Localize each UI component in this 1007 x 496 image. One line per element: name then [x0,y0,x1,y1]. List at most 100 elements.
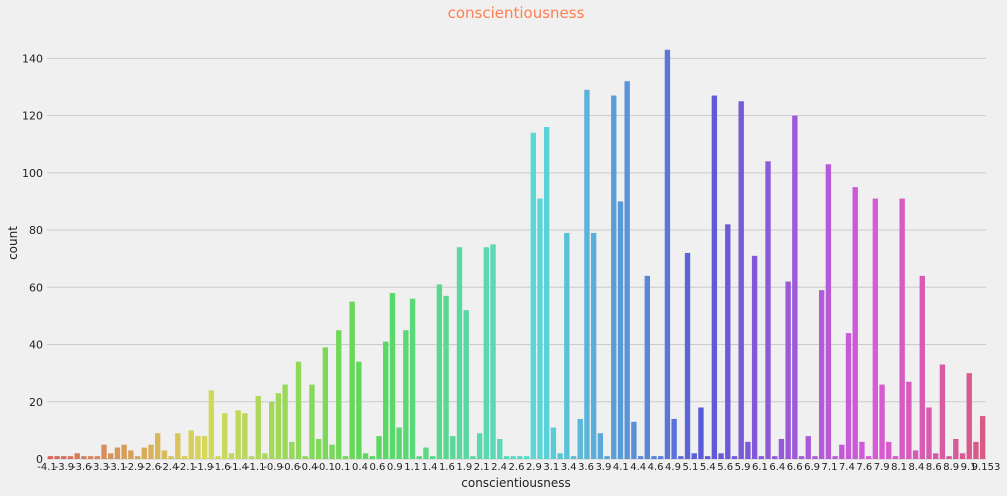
x-axis-label: conscientiousness [461,476,570,490]
x-tick-label: 3.4 [561,462,577,473]
x-tick-label: 2.1 [474,462,490,473]
x-tick-label: 4.1 [613,462,629,473]
x-tick-label: -0.6 [281,462,301,473]
x-tick-label: 5.1 [682,462,698,473]
bar [839,444,845,459]
x-tick-label: 7.1 [822,462,838,473]
x-tick-label: 8.9 [943,462,959,473]
x-tick-label: 1.6 [439,462,455,473]
bars [47,49,986,460]
x-tick-label: 8.4 [908,462,924,473]
bar [805,436,811,459]
bar [470,456,476,459]
x-tick-label: 7.4 [839,462,855,473]
bar [443,295,449,460]
bar [530,132,536,459]
bar [879,384,885,459]
x-tick-label: 4.9 [665,462,681,473]
bar [336,330,342,459]
bar [758,456,764,459]
bar [852,187,858,460]
bar [590,232,597,459]
bar [262,453,268,459]
bar [168,456,174,459]
bar [108,453,114,459]
bar [517,456,523,459]
bar [181,456,188,459]
bar [128,450,134,459]
x-tick-label: 2.4 [491,462,507,473]
bar [87,456,94,459]
bar [604,456,610,459]
x-tick-label: 5.4 [700,462,716,473]
x-tick-label: 8.6 [926,462,942,473]
bar [94,456,100,459]
bar [886,441,892,459]
bar [725,224,731,459]
bar [295,361,302,459]
x-tick-label: -3.3 [89,462,109,473]
bar [403,330,409,459]
bar [953,438,959,459]
bar [101,444,107,459]
x-tick-label: 0.9 [387,462,403,473]
bar [564,232,570,459]
x-tick-label: 6.6 [787,462,803,473]
bar [664,49,671,459]
bar [919,275,925,459]
bar [651,456,657,459]
bar [215,456,221,459]
x-tick-label: 2.6 [509,462,525,473]
bar [275,393,282,459]
bar [577,418,583,459]
bar [899,198,905,459]
bar [376,436,382,459]
x-tick-label: -3.1 [107,462,127,473]
y-tick-label: 60 [29,281,43,294]
x-tick-label: 9.153 [972,462,1001,473]
bar [456,247,463,459]
x-tick-label: 0.6 [369,462,385,473]
bar [121,444,127,459]
bar [309,384,315,459]
x-tick-label: 8.1 [891,462,907,473]
bar [825,164,832,460]
bar [745,441,751,459]
bar [691,453,697,459]
bar [812,456,818,459]
bar [597,433,604,459]
bar [946,456,952,459]
bar [322,347,329,459]
x-tick-label: 2.9 [526,462,542,473]
bar [772,456,778,459]
bar [631,421,637,459]
bar [329,444,335,459]
x-tick-label: -1.6 [211,462,231,473]
bar [383,341,389,459]
y-tick-label: 0 [36,453,43,466]
bar [342,456,349,459]
x-tick-label: 1.9 [456,462,472,473]
bar [644,275,650,459]
x-tick-label: 4.6 [648,462,664,473]
bar [74,453,80,459]
bar [751,255,758,459]
x-tick-label: 9.1 [961,462,977,473]
x-tick-label: -0.4 [298,462,318,473]
x-axis-ticks: -4.1-3.9-3.6-3.3-3.1-2.9-2.6-2.4-2.1-1.9… [37,462,1000,473]
bar [490,244,496,459]
bar [463,310,469,459]
x-tick-label: 1.1 [404,462,420,473]
chart-title: conscientiousness [448,4,585,22]
bar [912,450,919,459]
bar [134,456,141,459]
bar [47,456,54,459]
bar [711,95,718,460]
bar [356,361,362,459]
x-tick-label: 5.6 [717,462,733,473]
bar [289,441,295,459]
bar [671,418,677,459]
bar [731,456,738,459]
bar [704,456,711,459]
bar [255,396,261,459]
